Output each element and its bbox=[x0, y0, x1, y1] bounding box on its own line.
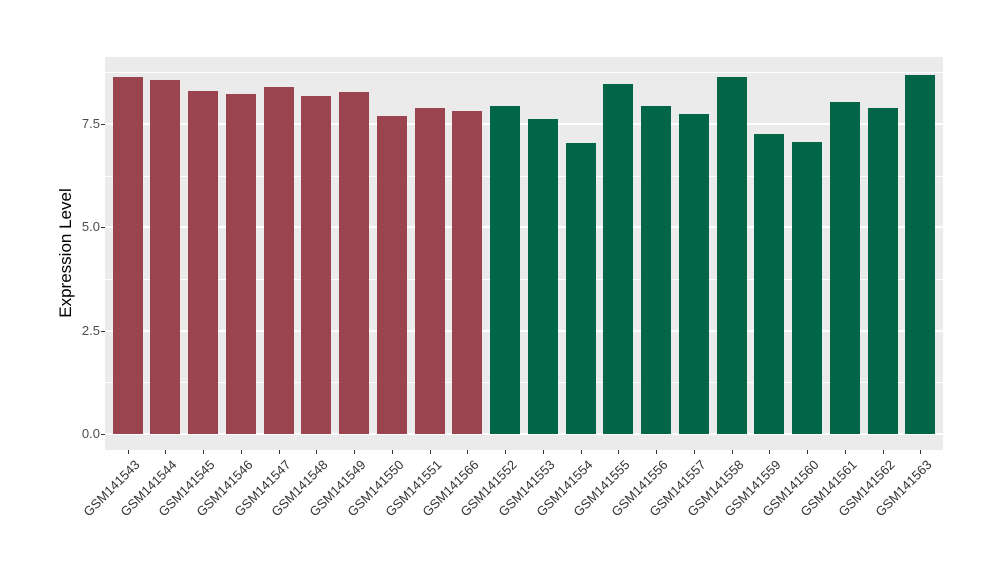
x-tick-mark bbox=[165, 450, 167, 454]
bar-GSM141553 bbox=[527, 119, 558, 434]
bar-GSM141545 bbox=[188, 90, 219, 434]
bar-GSM141550 bbox=[376, 116, 407, 434]
gridline-minor bbox=[105, 382, 943, 384]
x-tick-mark bbox=[542, 450, 544, 454]
gridline-major bbox=[105, 226, 943, 229]
gridline-minor bbox=[105, 279, 943, 281]
y-tick-label: 0.0 bbox=[81, 426, 100, 441]
x-tick-mark bbox=[882, 450, 884, 454]
x-tick-mark bbox=[844, 450, 846, 454]
bar-GSM141544 bbox=[150, 79, 181, 434]
y-tick-mark bbox=[101, 124, 105, 126]
bar-GSM141562 bbox=[867, 108, 898, 434]
x-tick-mark bbox=[467, 450, 469, 454]
gridline-major bbox=[105, 433, 943, 435]
y-axis-title: Expression Level bbox=[56, 188, 75, 318]
bar-GSM141561 bbox=[829, 101, 860, 434]
plot-panel bbox=[105, 57, 943, 450]
bar-GSM141566 bbox=[452, 110, 483, 434]
bar-GSM141547 bbox=[263, 86, 294, 434]
y-tick-label: 2.5 bbox=[81, 322, 100, 338]
x-tick-mark bbox=[807, 450, 809, 454]
x-tick-mark bbox=[656, 450, 658, 454]
bar-GSM141558 bbox=[716, 76, 747, 434]
bar-GSM141549 bbox=[339, 91, 370, 434]
x-tick-mark bbox=[618, 450, 620, 454]
y-tick-label: 7.5 bbox=[81, 116, 100, 132]
x-tick-mark bbox=[203, 450, 205, 454]
x-tick-mark bbox=[580, 450, 582, 454]
y-tick-label: 5.0 bbox=[81, 219, 100, 235]
y-tick-mark bbox=[101, 434, 105, 435]
x-tick-mark bbox=[505, 450, 507, 454]
gridline-major bbox=[105, 329, 943, 332]
bar-GSM141552 bbox=[490, 105, 521, 434]
x-tick-mark bbox=[429, 450, 431, 454]
bar-GSM141546 bbox=[225, 94, 256, 434]
x-tick-mark bbox=[769, 450, 771, 454]
bar-GSM141555 bbox=[603, 84, 634, 434]
gridline-minor bbox=[105, 175, 943, 177]
gridline-major bbox=[105, 123, 943, 126]
x-tick-mark bbox=[278, 450, 280, 454]
y-tick-mark bbox=[101, 330, 105, 332]
bar-GSM141548 bbox=[301, 95, 332, 434]
x-tick-mark bbox=[731, 450, 733, 454]
bar-GSM141551 bbox=[414, 107, 445, 434]
bar-GSM141556 bbox=[641, 105, 672, 434]
x-tick-mark bbox=[354, 450, 356, 454]
bar-GSM141554 bbox=[565, 142, 596, 434]
bar-GSM141543 bbox=[112, 76, 143, 434]
x-tick-mark bbox=[127, 450, 129, 454]
bar-GSM141559 bbox=[754, 134, 785, 434]
bar-GSM141560 bbox=[792, 142, 823, 434]
x-tick-mark bbox=[240, 450, 242, 454]
x-tick-mark bbox=[693, 450, 695, 454]
bar-GSM141563 bbox=[905, 74, 936, 434]
gridline-minor bbox=[105, 72, 943, 74]
x-tick-mark bbox=[391, 450, 393, 454]
y-tick-mark bbox=[101, 227, 105, 229]
x-tick-mark bbox=[920, 450, 922, 454]
bar-GSM141557 bbox=[678, 114, 709, 434]
x-tick-mark bbox=[316, 450, 318, 454]
